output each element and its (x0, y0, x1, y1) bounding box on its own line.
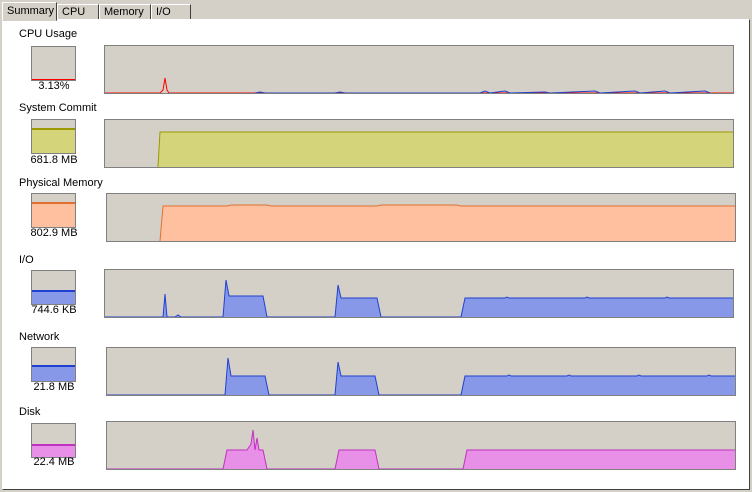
io-history-area (461, 298, 733, 317)
tab-cpu[interactable]: CPU (57, 4, 99, 20)
io-history-line (105, 279, 733, 317)
io-graph (104, 269, 734, 318)
network-meter (31, 347, 76, 382)
disk-value: 22.4 MB (33, 456, 75, 468)
system-commit-history-chart (157, 131, 733, 167)
io-value: 744.6 KB (31, 304, 77, 316)
meter-level-line (32, 365, 75, 367)
disk-meter (31, 423, 76, 458)
network-history-area (461, 376, 735, 395)
tab-memory[interactable]: Memory (99, 4, 151, 20)
network-history-chart (107, 357, 735, 395)
meter-fill (32, 291, 75, 304)
physical-memory-history-chart (159, 204, 735, 241)
physical-memory-graph (106, 193, 736, 242)
cpu-usage-history-chart (105, 77, 733, 93)
meter-level-line (32, 128, 75, 130)
meter-fill (32, 79, 75, 80)
io-history-area (335, 285, 381, 317)
disk-history-area (223, 430, 267, 469)
system-commit-graph (104, 119, 734, 168)
system-commit-history-line (157, 131, 733, 167)
io-history-area (223, 280, 267, 317)
disk-history-line (107, 429, 735, 469)
system-commit-meter (31, 119, 76, 154)
tab-strip: Summary CPU Memory I/O (2, 2, 750, 21)
io-history-chart (105, 279, 733, 317)
disk-history-area (463, 450, 735, 469)
physical-memory-label: Physical Memory (19, 177, 103, 189)
network-graph (106, 347, 736, 396)
system-commit-label: System Commit (19, 102, 97, 114)
meter-fill (32, 445, 75, 457)
cpu-kernel-history-line (254, 90, 711, 93)
physical-memory-value: 802.9 MB (30, 227, 78, 239)
disk-history-chart (107, 429, 735, 469)
meter-fill (32, 129, 75, 153)
io-meter (31, 270, 76, 305)
meter-fill (32, 366, 75, 381)
system-commit-value: 681.8 MB (30, 154, 78, 166)
disk-graph (106, 421, 736, 470)
io-label: I/O (19, 254, 34, 266)
cpu-usage-meter (31, 46, 76, 81)
summary-panel: CPU Usage 3.13% System Commit 681.8 MB P… (2, 19, 750, 490)
meter-level-line (32, 290, 75, 292)
cpu-usage-value: 3.13% (38, 80, 70, 92)
system-commit-history-area (158, 132, 733, 167)
meter-level-line (32, 444, 75, 446)
tab-summary[interactable]: Summary (2, 2, 57, 21)
physical-memory-meter (31, 193, 76, 228)
disk-history-area (335, 450, 379, 469)
network-label: Network (19, 331, 60, 343)
tab-io[interactable]: I/O (151, 4, 191, 20)
cpu-usage-graph (104, 45, 734, 94)
network-history-area (335, 362, 379, 395)
disk-label: Disk (19, 406, 41, 418)
network-value: 21.8 MB (33, 381, 75, 393)
cpu-usage-label: CPU Usage (19, 28, 78, 40)
network-history-line (107, 357, 735, 395)
meter-level-line (32, 202, 75, 204)
meter-fill (32, 203, 75, 227)
cpu-usage-history-line (105, 77, 733, 93)
physical-memory-history-line (159, 204, 735, 241)
physical-memory-history-area (160, 205, 735, 241)
